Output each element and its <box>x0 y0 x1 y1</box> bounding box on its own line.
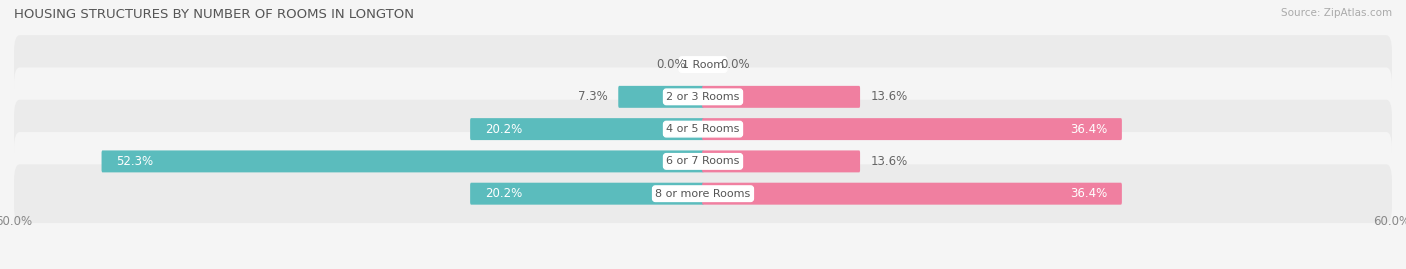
Text: 36.4%: 36.4% <box>1070 187 1107 200</box>
Text: Source: ZipAtlas.com: Source: ZipAtlas.com <box>1281 8 1392 18</box>
FancyBboxPatch shape <box>702 150 860 172</box>
FancyBboxPatch shape <box>14 35 1392 94</box>
Text: 2 or 3 Rooms: 2 or 3 Rooms <box>666 92 740 102</box>
Text: 13.6%: 13.6% <box>870 90 908 103</box>
FancyBboxPatch shape <box>14 164 1392 223</box>
Text: 7.3%: 7.3% <box>578 90 607 103</box>
FancyBboxPatch shape <box>101 150 704 172</box>
FancyBboxPatch shape <box>14 132 1392 191</box>
FancyBboxPatch shape <box>702 183 1122 205</box>
Text: 0.0%: 0.0% <box>720 58 749 71</box>
FancyBboxPatch shape <box>470 118 704 140</box>
FancyBboxPatch shape <box>14 68 1392 126</box>
Text: 4 or 5 Rooms: 4 or 5 Rooms <box>666 124 740 134</box>
Text: 6 or 7 Rooms: 6 or 7 Rooms <box>666 156 740 167</box>
FancyBboxPatch shape <box>470 183 704 205</box>
Text: 0.0%: 0.0% <box>657 58 686 71</box>
Text: 13.6%: 13.6% <box>870 155 908 168</box>
Text: HOUSING STRUCTURES BY NUMBER OF ROOMS IN LONGTON: HOUSING STRUCTURES BY NUMBER OF ROOMS IN… <box>14 8 413 21</box>
Text: 52.3%: 52.3% <box>117 155 153 168</box>
Text: 20.2%: 20.2% <box>485 123 522 136</box>
FancyBboxPatch shape <box>702 118 1122 140</box>
FancyBboxPatch shape <box>14 100 1392 158</box>
Text: 1 Room: 1 Room <box>682 59 724 70</box>
FancyBboxPatch shape <box>619 86 704 108</box>
Text: 8 or more Rooms: 8 or more Rooms <box>655 189 751 199</box>
FancyBboxPatch shape <box>702 86 860 108</box>
Text: 20.2%: 20.2% <box>485 187 522 200</box>
Text: 36.4%: 36.4% <box>1070 123 1107 136</box>
